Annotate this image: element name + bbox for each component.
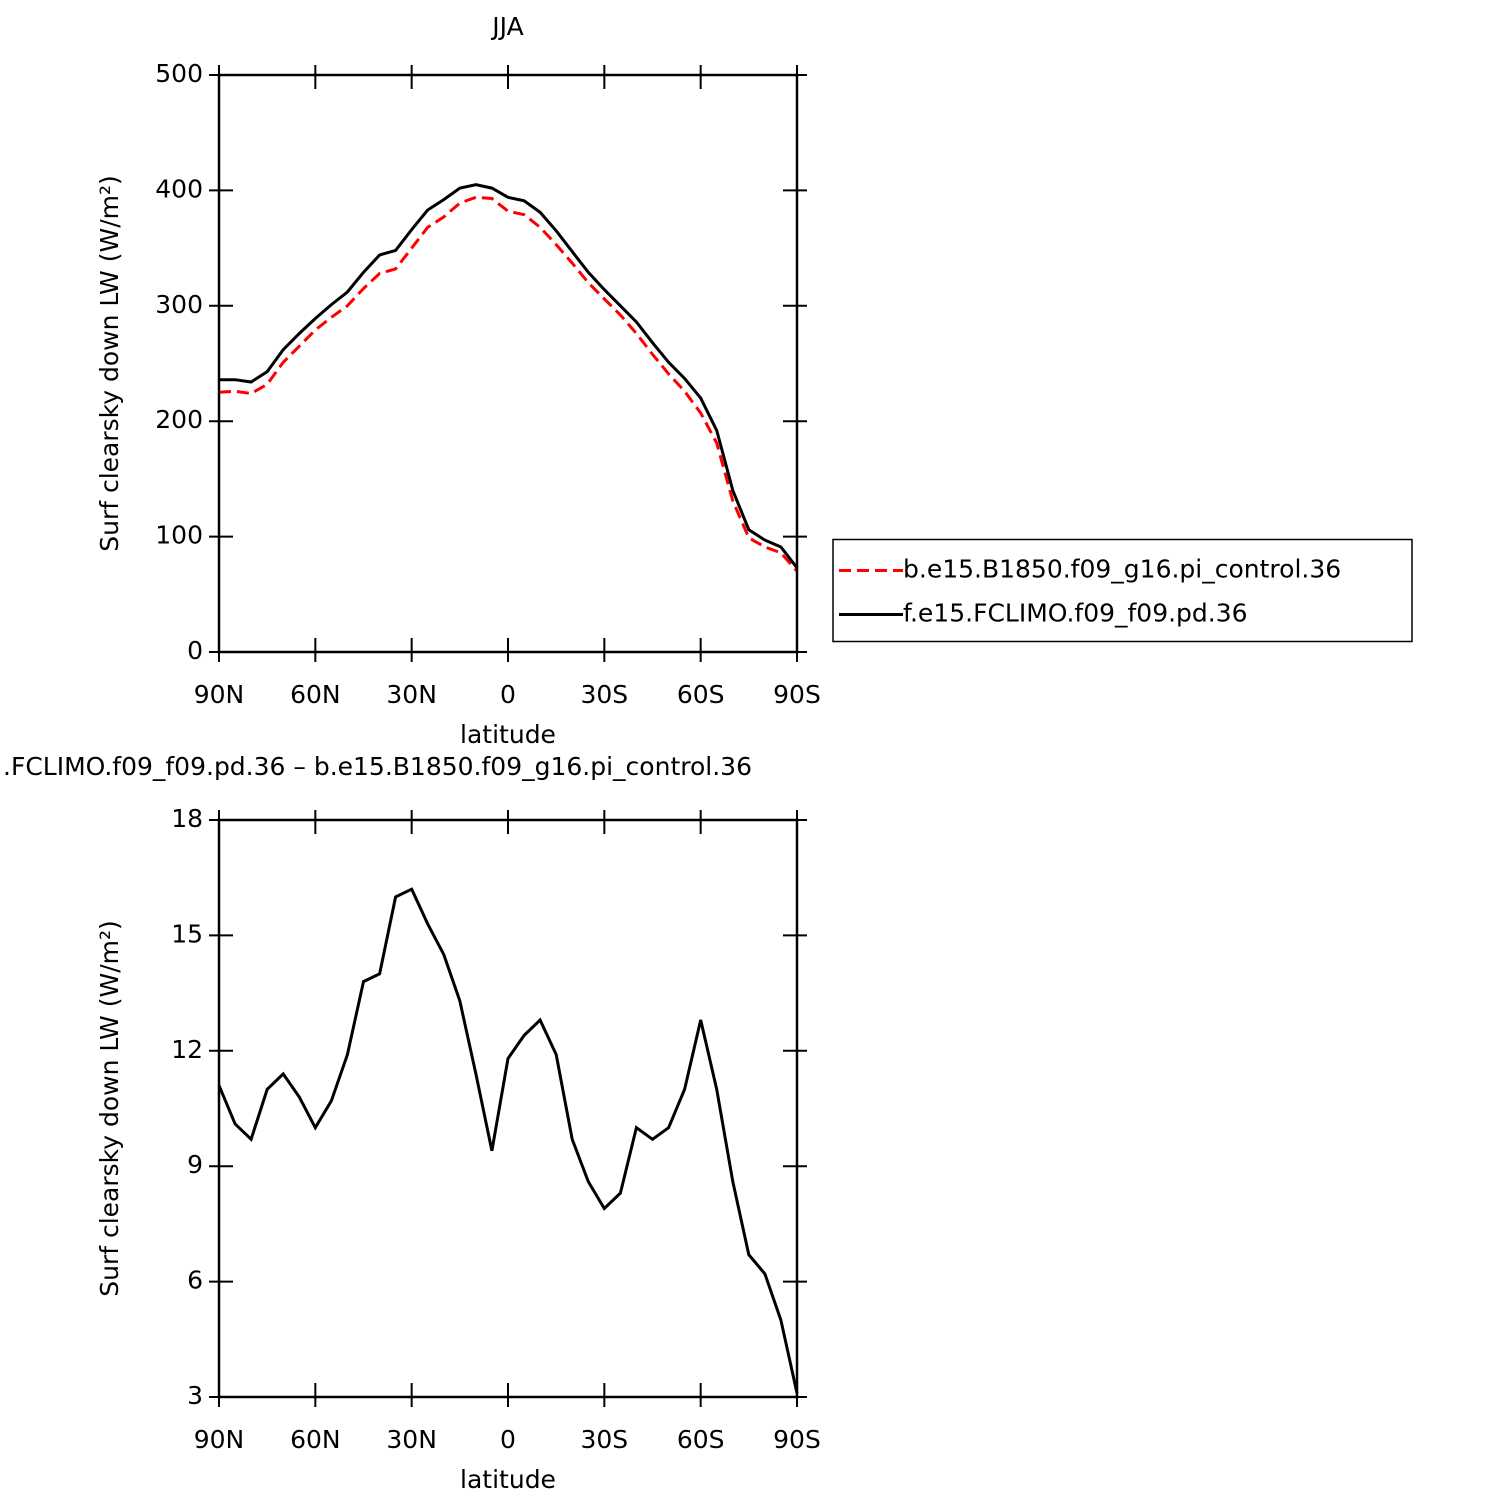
- data-line: [219, 183, 799, 569]
- data-line: [218, 195, 799, 573]
- x-tick-label: 90S: [773, 680, 821, 709]
- y-tick-label: 500: [155, 59, 203, 88]
- y-tick-label: 100: [155, 521, 203, 550]
- plot-frame: [217, 73, 799, 654]
- x-axis-label: latitude: [460, 1465, 556, 1494]
- x-tick-label: 0: [500, 1425, 516, 1454]
- legend-box: [832, 538, 1413, 643]
- legend-label: f.e15.FCLIMO.f09_f09.pd.36: [903, 599, 1248, 628]
- y-axis-label: Surf clearsky down LW (W/m²): [95, 920, 124, 1297]
- x-tick-label: 60S: [677, 680, 725, 709]
- y-tick-label: 18: [171, 804, 203, 833]
- y-tick-label: 3: [187, 1381, 203, 1410]
- plot-frame: [217, 818, 799, 1399]
- chart-title: .FCLIMO.f09_f09.pd.36 – b.e15.B1850.f09_…: [3, 752, 752, 781]
- y-tick-label: 200: [155, 405, 203, 434]
- y-tick-label: 400: [155, 174, 203, 203]
- x-tick-label: 30N: [386, 680, 437, 709]
- x-tick-label: 0: [500, 680, 516, 709]
- y-tick-label: 0: [187, 636, 203, 665]
- x-tick-label: 90S: [773, 1425, 821, 1454]
- x-tick-label: 90N: [194, 680, 245, 709]
- y-tick-label: 300: [155, 290, 203, 319]
- x-tick-label: 30N: [386, 1425, 437, 1454]
- x-axis-label: latitude: [460, 720, 556, 749]
- x-tick-label: 90N: [194, 1425, 245, 1454]
- x-tick-label: 60S: [677, 1425, 725, 1454]
- y-axis-label: Surf clearsky down LW (W/m²): [95, 175, 124, 552]
- y-tick-label: 6: [187, 1266, 203, 1295]
- legend-label: b.e15.B1850.f09_g16.pi_control.36: [903, 555, 1341, 584]
- y-tick-label: 15: [171, 919, 203, 948]
- x-tick-label: 60N: [290, 680, 341, 709]
- y-tick-label: 12: [171, 1035, 203, 1064]
- x-tick-label: 60N: [290, 1425, 341, 1454]
- x-tick-label: 30S: [580, 680, 628, 709]
- x-tick-label: 30S: [580, 1425, 628, 1454]
- y-tick-label: 9: [187, 1150, 203, 1179]
- chart-title: JJA: [490, 12, 523, 41]
- data-line: [217, 887, 799, 1394]
